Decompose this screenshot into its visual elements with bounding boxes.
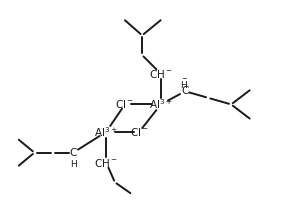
Text: Al$^{3+}$: Al$^{3+}$ [149,97,173,111]
Text: H: H [70,160,77,169]
Text: CH$^-$: CH$^-$ [94,157,118,168]
Text: C: C [70,148,77,158]
Text: Al$^{3+}$: Al$^{3+}$ [95,125,118,139]
Text: $^-$: $^-$ [180,76,188,86]
Text: H: H [180,81,187,90]
Text: CH$^-$: CH$^-$ [149,68,173,80]
Text: Cl$^-$: Cl$^-$ [115,98,134,110]
Text: C: C [182,86,189,96]
Text: Cl$^-$: Cl$^-$ [130,126,149,138]
